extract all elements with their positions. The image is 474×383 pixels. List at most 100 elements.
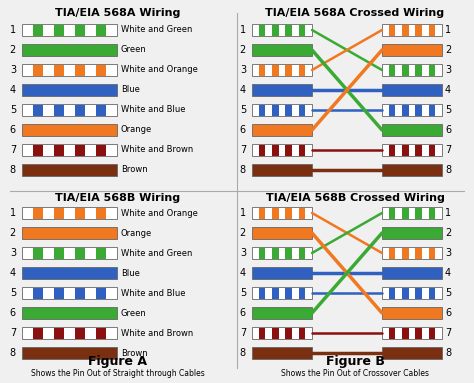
Bar	[272, 247, 279, 259]
Text: 2: 2	[10, 228, 16, 238]
Text: 8: 8	[240, 165, 246, 175]
Bar	[96, 144, 107, 155]
Bar	[252, 144, 312, 156]
Bar	[259, 208, 265, 218]
Text: 7: 7	[445, 328, 451, 338]
Bar	[389, 247, 395, 259]
Bar	[33, 327, 43, 339]
Bar	[285, 64, 292, 75]
Bar	[54, 288, 64, 298]
Bar	[54, 208, 64, 218]
Bar	[259, 25, 265, 36]
Text: Shows the Pin Out of Straight through Cables: Shows the Pin Out of Straight through Ca…	[31, 368, 205, 378]
Bar	[285, 247, 292, 259]
Bar	[33, 208, 43, 218]
Text: 5: 5	[10, 105, 16, 115]
Text: 3: 3	[445, 248, 451, 258]
Text: TIA/EIA 568A Crossed Wiring: TIA/EIA 568A Crossed Wiring	[265, 8, 445, 18]
Bar	[428, 105, 435, 116]
Text: 8: 8	[240, 348, 246, 358]
Text: White and Orange: White and Orange	[121, 65, 198, 75]
Bar	[259, 105, 265, 116]
Bar	[252, 64, 312, 76]
Bar	[22, 164, 117, 176]
Bar	[96, 64, 107, 75]
Text: 4: 4	[445, 268, 451, 278]
Bar	[299, 64, 305, 75]
Text: Figure B: Figure B	[326, 355, 384, 368]
Bar	[402, 247, 409, 259]
Text: TIA/EIA 568B Crossed Wiring: TIA/EIA 568B Crossed Wiring	[265, 193, 445, 203]
Bar	[259, 64, 265, 75]
Text: 6: 6	[240, 308, 246, 318]
Bar	[54, 247, 64, 259]
Text: 1: 1	[445, 208, 451, 218]
Bar	[96, 288, 107, 298]
Text: 7: 7	[240, 328, 246, 338]
Bar	[285, 25, 292, 36]
Text: 3: 3	[240, 65, 246, 75]
Bar	[389, 288, 395, 298]
Bar	[75, 25, 85, 36]
Bar	[382, 207, 442, 219]
Bar	[402, 288, 409, 298]
Text: Blue: Blue	[121, 85, 140, 95]
Bar	[22, 327, 117, 339]
Text: 1: 1	[10, 25, 16, 35]
Bar	[299, 25, 305, 36]
Bar	[299, 247, 305, 259]
Bar	[259, 247, 265, 259]
Text: 6: 6	[445, 125, 451, 135]
Bar	[382, 247, 442, 259]
Bar	[33, 64, 43, 75]
Bar	[33, 144, 43, 155]
Text: 6: 6	[445, 308, 451, 318]
Bar	[75, 64, 85, 75]
Text: 7: 7	[240, 145, 246, 155]
Bar	[382, 227, 442, 239]
Bar	[382, 144, 442, 156]
Bar	[75, 327, 85, 339]
Bar	[285, 105, 292, 116]
Bar	[415, 64, 422, 75]
Bar	[428, 288, 435, 298]
Bar	[252, 347, 312, 359]
Bar	[402, 64, 409, 75]
Bar	[415, 288, 422, 298]
Bar	[54, 105, 64, 116]
Bar	[22, 104, 117, 116]
Text: 1: 1	[10, 208, 16, 218]
Text: 8: 8	[10, 165, 16, 175]
Bar	[428, 64, 435, 75]
Bar	[96, 25, 107, 36]
Bar	[272, 25, 279, 36]
Bar	[22, 227, 117, 239]
Bar	[54, 25, 64, 36]
Bar	[272, 208, 279, 218]
Bar	[415, 105, 422, 116]
Bar	[285, 327, 292, 339]
Text: Blue: Blue	[121, 268, 140, 278]
Text: Green: Green	[121, 308, 147, 318]
Bar	[75, 105, 85, 116]
Bar	[285, 144, 292, 155]
Text: 2: 2	[240, 45, 246, 55]
Text: Shows the Pin Out of Crossover Cables: Shows the Pin Out of Crossover Cables	[281, 368, 429, 378]
Bar	[415, 144, 422, 155]
Text: 3: 3	[240, 248, 246, 258]
Text: 2: 2	[240, 228, 246, 238]
Bar	[389, 327, 395, 339]
Text: 5: 5	[445, 288, 451, 298]
Bar	[252, 44, 312, 56]
Bar	[22, 267, 117, 279]
Text: 4: 4	[240, 268, 246, 278]
Bar	[252, 247, 312, 259]
Text: 5: 5	[10, 288, 16, 298]
Bar	[428, 208, 435, 218]
Text: White and Blue: White and Blue	[121, 288, 185, 298]
Bar	[252, 307, 312, 319]
Bar	[402, 327, 409, 339]
Bar	[415, 25, 422, 36]
Bar	[33, 105, 43, 116]
Bar	[382, 267, 442, 279]
